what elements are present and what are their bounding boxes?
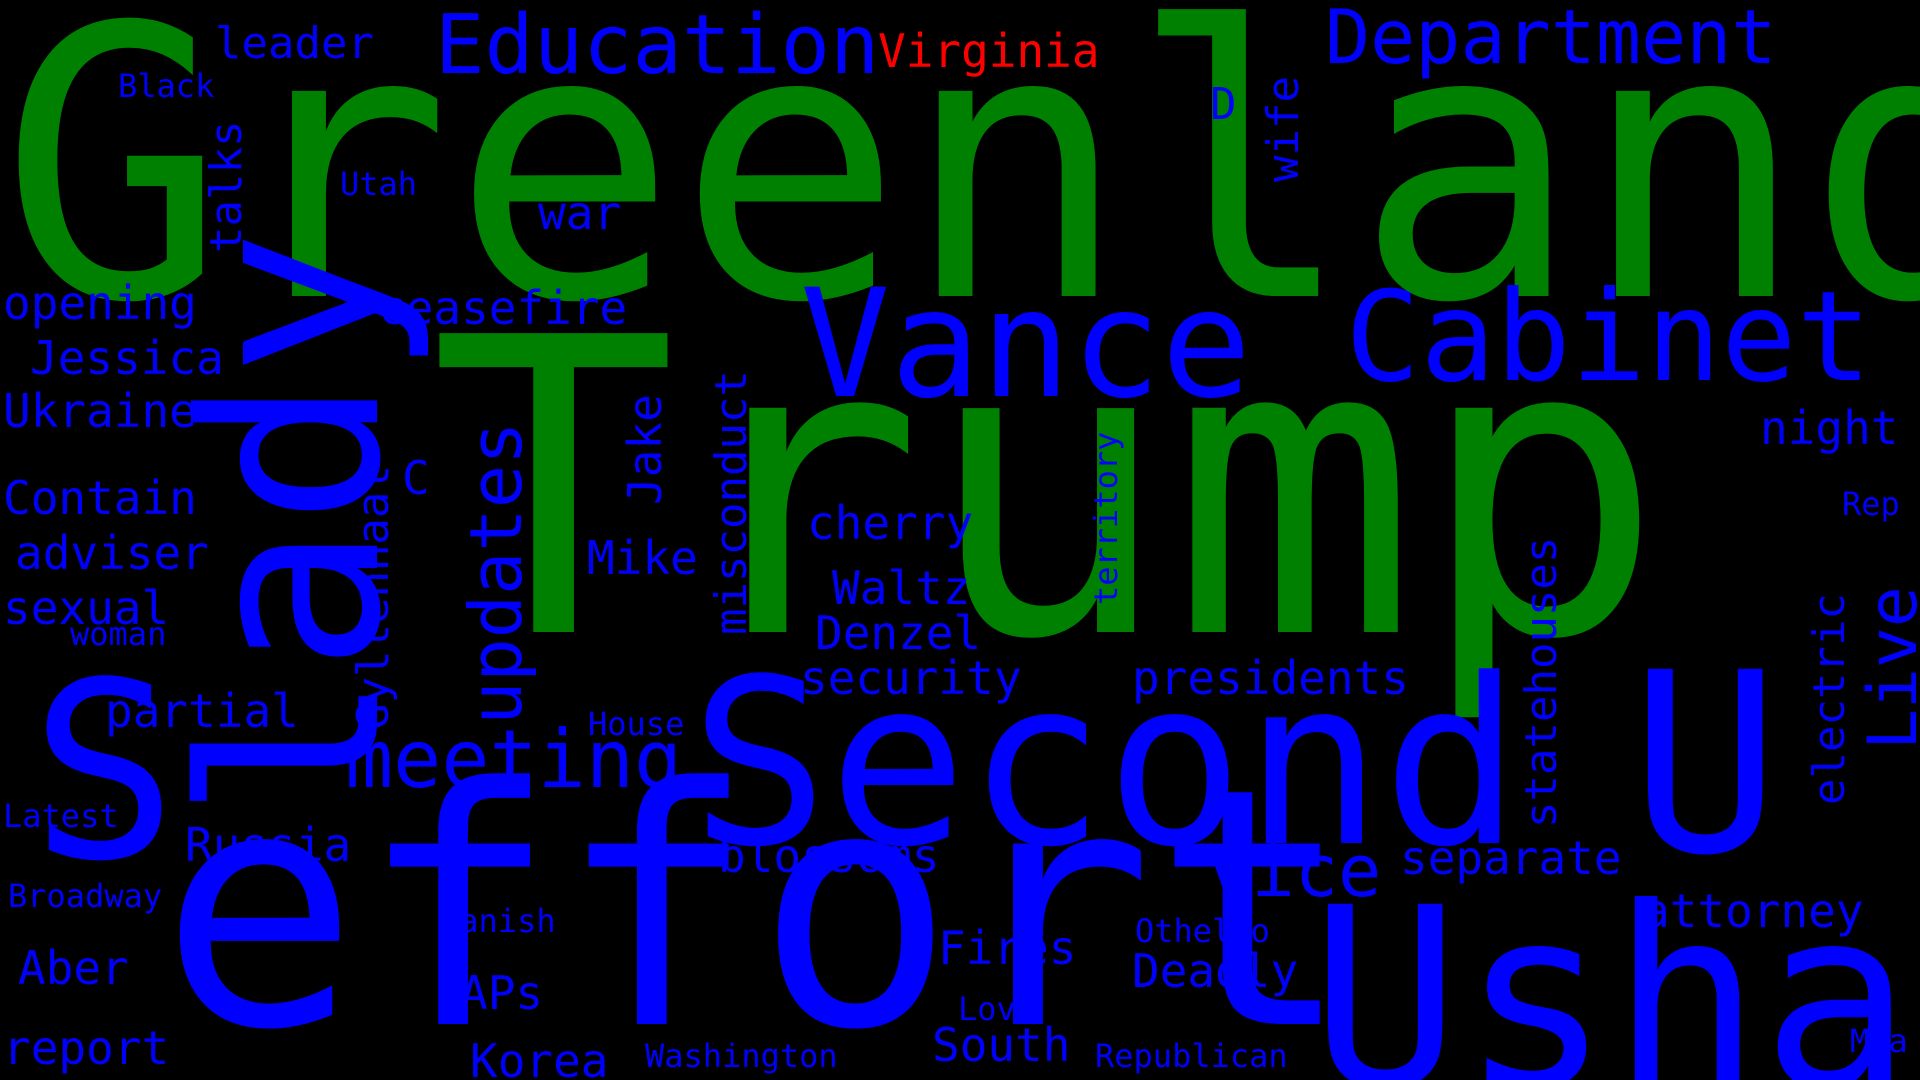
word-c: C xyxy=(402,451,430,505)
word-jessica: Jessica xyxy=(30,331,224,385)
word-ceasefire: ceasefire xyxy=(378,281,628,335)
word-security: security xyxy=(800,651,1022,705)
word-trump: Trump xyxy=(430,251,1665,729)
word-aber: Aber xyxy=(18,941,129,995)
word-aps: APs xyxy=(460,966,544,1020)
word-woman: woman xyxy=(70,615,167,653)
word-sexual: sexual xyxy=(3,581,170,635)
word-effort: effort xyxy=(160,718,1353,1080)
word-rep: Rep xyxy=(1842,485,1900,523)
word-misconduct: misconduct xyxy=(706,370,757,635)
word-washington: Washington xyxy=(645,1037,838,1075)
word-usha: Usha xyxy=(1310,854,1913,1080)
word-partial: partial xyxy=(105,684,299,738)
word-virginia: Virginia xyxy=(878,24,1100,78)
word-latest: Latest xyxy=(3,797,119,835)
word-house: House xyxy=(588,705,685,743)
word-republican: Republican xyxy=(1095,1037,1288,1075)
word-korea: Korea xyxy=(470,1034,609,1080)
word-statehouses: statehouses xyxy=(1516,536,1567,828)
word-education: Education xyxy=(435,0,880,93)
word-vice: vice xyxy=(1208,829,1382,913)
word-waltz: Waltz xyxy=(832,561,971,615)
word-vance: Vance xyxy=(800,258,1252,432)
word-greenland: Greenland xyxy=(0,0,1920,385)
word-ukraine: Ukraine xyxy=(3,384,197,438)
word-gyllenhaal: Gyllenhaal xyxy=(348,465,399,730)
word-s: S xyxy=(30,630,178,915)
word-department: Department xyxy=(1325,0,1777,81)
word-electric: electric xyxy=(1804,593,1855,805)
word-live: Live xyxy=(1854,586,1920,750)
word-blossoms: blossoms xyxy=(718,829,940,883)
word-denzel: Denzel xyxy=(815,606,982,660)
word-mia: Mia xyxy=(1850,1022,1908,1060)
word-second: Second xyxy=(690,631,1521,898)
word-leader: leader xyxy=(215,18,374,69)
word-adviser: adviser xyxy=(15,526,209,580)
word-night: night xyxy=(1760,401,1899,455)
word-attorney: attorney xyxy=(1642,884,1864,938)
word-separate: separate xyxy=(1400,831,1622,885)
word-report: report xyxy=(3,1021,170,1075)
word-u: U xyxy=(1630,619,1781,910)
word-danish: Danish xyxy=(440,902,556,940)
word-contain: Contain xyxy=(3,471,197,525)
word-russia: Russia xyxy=(185,818,352,872)
word-othello: Othello xyxy=(1135,912,1270,950)
word-love: Love xyxy=(958,990,1036,1028)
word-broadway: Broadway xyxy=(8,877,163,915)
word-cherry: cherry xyxy=(807,496,974,550)
word-cabinet: Cabinet xyxy=(1345,265,1872,410)
word-deadly: Deadly xyxy=(1132,944,1299,998)
word-black: Black xyxy=(118,67,215,105)
word-presidents: presidents xyxy=(1132,651,1409,705)
word-jake: Jake xyxy=(618,394,672,505)
word-territory: territory xyxy=(1087,431,1125,605)
word-d: D xyxy=(1210,79,1237,130)
word-talks: talks xyxy=(201,120,252,253)
word-fires: Fires xyxy=(938,921,1077,975)
word-meeting: meeting xyxy=(345,713,683,806)
word-opening: opening xyxy=(3,276,197,330)
word-wife: wife xyxy=(1258,76,1309,182)
word-updates: updates xyxy=(454,421,538,725)
word-utah: Utah xyxy=(340,165,418,203)
word-mike: Mike xyxy=(587,531,698,585)
word-south: South xyxy=(932,1018,1071,1072)
word-war: war xyxy=(538,186,622,240)
